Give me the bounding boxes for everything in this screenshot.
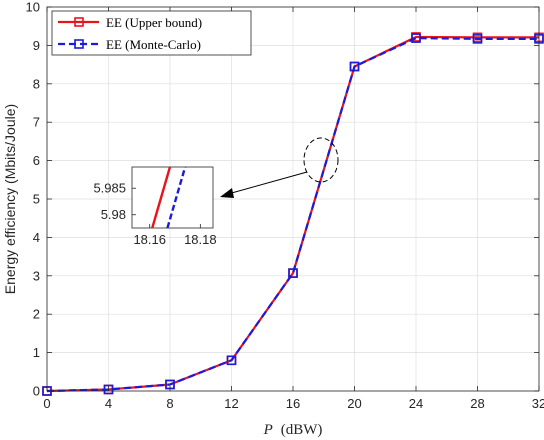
inset-line-upper-bound xyxy=(151,166,172,229)
legend-marker-upper-bound xyxy=(74,17,84,27)
x-tick-label: 28 xyxy=(470,396,484,411)
inset-frame xyxy=(131,166,214,229)
inset-y-tick-label: 5.98 xyxy=(101,207,126,222)
legend: EE (Upper bound) EE (Monte-Carlo) xyxy=(51,10,252,56)
data-point-marker xyxy=(288,268,298,278)
inset-line-monte-carlo xyxy=(166,166,187,229)
x-axis-unit: (dBW) xyxy=(281,422,323,438)
inset-x-tick-label: 18.16 xyxy=(133,232,166,247)
y-tick-label: 5 xyxy=(33,192,40,207)
zoom-arrow-shaft xyxy=(227,171,308,195)
x-tick-label: 24 xyxy=(409,396,423,411)
y-tick-label: 0 xyxy=(33,384,40,399)
x-tick-label: 4 xyxy=(105,396,112,411)
x-tick-label: 8 xyxy=(166,396,173,411)
y-axis-label: Energy efficiency (Mbits/Joule) xyxy=(2,104,18,294)
legend-marker-monte-carlo xyxy=(74,39,84,49)
data-point-marker xyxy=(472,34,483,44)
y-tick-label: 1 xyxy=(33,345,40,360)
inset-y-tick-label: 5.985 xyxy=(93,181,126,196)
inset-x-tick-label: 18.18 xyxy=(184,232,217,247)
inset-zoom: 18.16 18.18 5.985 5.98 xyxy=(93,166,217,247)
y-tick-label: 4 xyxy=(33,230,40,245)
data-point-marker xyxy=(349,61,360,72)
x-tick-label: 12 xyxy=(224,396,238,411)
data-point-marker xyxy=(411,33,421,43)
legend-label-monte-carlo: EE (Monte-Carlo) xyxy=(106,37,201,52)
series-line-monte-carlo xyxy=(46,36,539,393)
y-tick-label: 9 xyxy=(33,38,40,53)
y-tick-label: 10 xyxy=(26,0,40,15)
data-point-marker xyxy=(103,384,114,395)
inset-ticks: 18.16 18.18 5.985 5.98 xyxy=(93,181,216,247)
y-tick-label: 7 xyxy=(33,115,40,130)
x-tick-label: 32 xyxy=(532,396,544,411)
inset-series xyxy=(151,166,187,229)
y-tick-label: 8 xyxy=(33,76,40,91)
x-axis-variable: P xyxy=(263,422,273,438)
x-tick-label: 16 xyxy=(286,396,300,411)
y-tick-label: 6 xyxy=(33,153,40,168)
legend-label-upper-bound: EE (Upper bound) xyxy=(106,15,202,30)
y-tick-label: 2 xyxy=(33,307,40,322)
y-tick-label: 3 xyxy=(33,268,40,283)
zoom-ellipse xyxy=(303,137,339,183)
x-axis-label: P (dBW) xyxy=(263,421,323,438)
legend-box xyxy=(51,10,252,56)
zoom-arrow-head xyxy=(220,188,234,198)
x-tick-label: 20 xyxy=(347,396,361,411)
x-tick-label: 0 xyxy=(43,396,50,411)
data-point-marker xyxy=(226,355,237,366)
